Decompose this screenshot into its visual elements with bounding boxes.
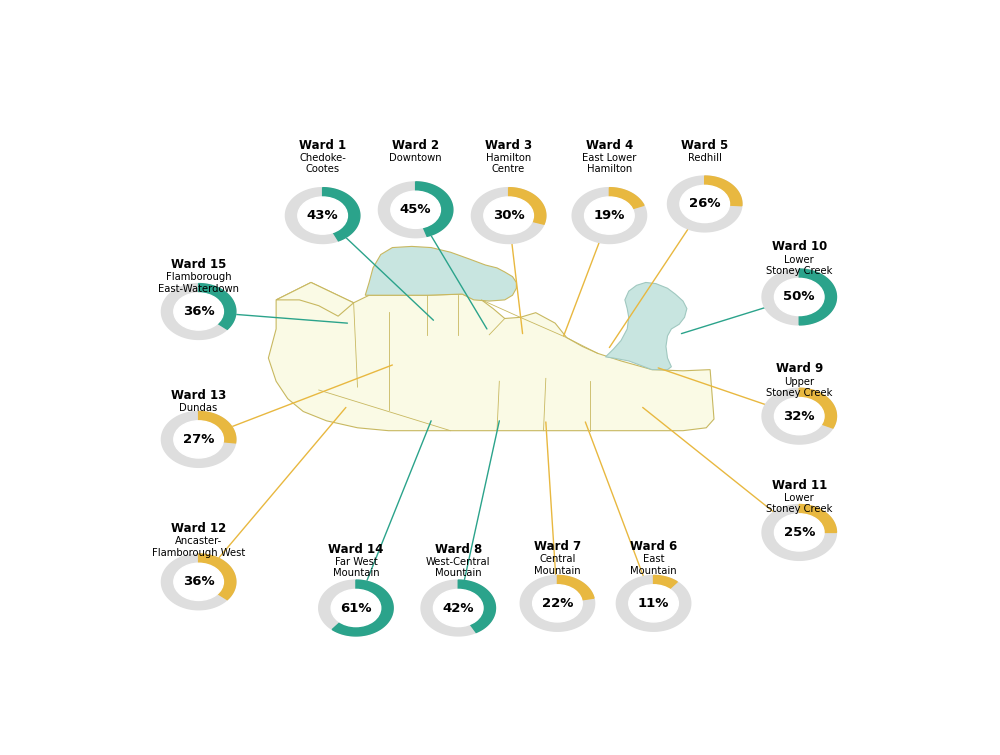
Text: Chedoke-
Cootes: Chedoke- Cootes (299, 153, 346, 174)
Circle shape (331, 590, 381, 627)
Polygon shape (378, 182, 453, 238)
Polygon shape (458, 580, 495, 633)
Polygon shape (199, 411, 236, 443)
Text: East
Mountain: East Mountain (630, 554, 677, 575)
Text: 50%: 50% (784, 291, 815, 304)
Text: Upper
Stoney Creek: Upper Stoney Creek (766, 377, 832, 398)
Circle shape (585, 197, 634, 234)
Circle shape (298, 197, 347, 234)
Text: 27%: 27% (183, 433, 214, 446)
Polygon shape (332, 580, 393, 636)
Text: 36%: 36% (183, 575, 214, 588)
Text: 32%: 32% (784, 410, 815, 423)
Polygon shape (276, 282, 354, 316)
Text: Ward 5: Ward 5 (681, 139, 728, 152)
Circle shape (174, 293, 223, 330)
Text: Lower
Stoney Creek: Lower Stoney Creek (766, 254, 832, 276)
Text: Ward 15: Ward 15 (171, 257, 226, 271)
Polygon shape (416, 182, 453, 236)
Text: Ward 9: Ward 9 (776, 362, 823, 375)
Text: Ward 11: Ward 11 (772, 479, 827, 492)
Polygon shape (762, 388, 836, 444)
Polygon shape (616, 575, 691, 631)
Text: 22%: 22% (542, 597, 573, 610)
Polygon shape (199, 554, 236, 599)
Polygon shape (654, 575, 677, 589)
Text: Lower
Stoney Creek: Lower Stoney Creek (766, 493, 832, 514)
Polygon shape (572, 188, 647, 244)
Circle shape (774, 514, 824, 551)
Polygon shape (609, 188, 644, 208)
Circle shape (433, 590, 483, 627)
Polygon shape (557, 575, 594, 600)
Polygon shape (799, 504, 836, 532)
Text: East Lower
Hamilton: East Lower Hamilton (582, 153, 637, 174)
Polygon shape (161, 554, 236, 610)
Polygon shape (799, 269, 836, 325)
Text: Central
Mountain: Central Mountain (534, 554, 581, 575)
Circle shape (391, 191, 440, 228)
Text: 36%: 36% (183, 305, 214, 318)
Text: Redhill: Redhill (688, 153, 722, 163)
Circle shape (174, 563, 223, 600)
Text: Ward 10: Ward 10 (772, 240, 827, 254)
Text: Dundas: Dundas (180, 402, 218, 413)
Polygon shape (319, 580, 393, 636)
Text: 45%: 45% (400, 203, 431, 216)
Polygon shape (421, 580, 495, 636)
Text: 25%: 25% (784, 526, 815, 539)
Text: Downtown: Downtown (389, 153, 442, 163)
Circle shape (629, 584, 678, 622)
Polygon shape (268, 282, 714, 430)
Polygon shape (365, 246, 516, 301)
Text: Ward 2: Ward 2 (392, 139, 439, 152)
Text: Ward 6: Ward 6 (630, 540, 677, 553)
Text: Ward 13: Ward 13 (171, 389, 226, 402)
Text: 30%: 30% (493, 209, 524, 222)
Polygon shape (509, 188, 546, 224)
Circle shape (680, 186, 730, 223)
Polygon shape (323, 188, 360, 241)
Text: Ward 3: Ward 3 (485, 139, 532, 152)
Polygon shape (762, 504, 836, 560)
Polygon shape (668, 176, 742, 232)
Text: 61%: 61% (340, 602, 372, 615)
Polygon shape (471, 188, 546, 244)
Text: Ward 12: Ward 12 (171, 522, 226, 535)
Circle shape (174, 421, 223, 458)
Text: Ward 4: Ward 4 (586, 139, 633, 152)
Text: Ancaster-
Flamborough West: Ancaster- Flamborough West (152, 537, 245, 558)
Polygon shape (161, 284, 236, 340)
Text: Far West
Mountain: Far West Mountain (333, 557, 379, 578)
Text: Hamilton
Centre: Hamilton Centre (486, 153, 531, 174)
Text: West-Central
Mountain: West-Central Mountain (426, 557, 490, 578)
Circle shape (774, 398, 824, 435)
Text: Flamborough
East-Waterdown: Flamborough East-Waterdown (158, 272, 239, 294)
Polygon shape (799, 388, 836, 428)
Polygon shape (285, 188, 360, 244)
Text: 26%: 26% (689, 198, 720, 211)
Polygon shape (762, 269, 836, 325)
Circle shape (484, 197, 533, 234)
Text: 42%: 42% (442, 602, 474, 615)
Text: Ward 14: Ward 14 (328, 543, 384, 556)
Polygon shape (520, 575, 595, 631)
Text: 19%: 19% (594, 209, 625, 222)
Polygon shape (606, 282, 687, 370)
Text: Ward 7: Ward 7 (534, 540, 581, 553)
Text: Ward 8: Ward 8 (435, 543, 482, 556)
Text: 43%: 43% (307, 209, 338, 222)
Polygon shape (161, 411, 236, 467)
Text: 11%: 11% (638, 597, 669, 610)
Polygon shape (199, 284, 236, 329)
Circle shape (533, 584, 582, 622)
Polygon shape (705, 176, 742, 205)
Text: Ward 1: Ward 1 (299, 139, 346, 152)
Circle shape (774, 279, 824, 316)
